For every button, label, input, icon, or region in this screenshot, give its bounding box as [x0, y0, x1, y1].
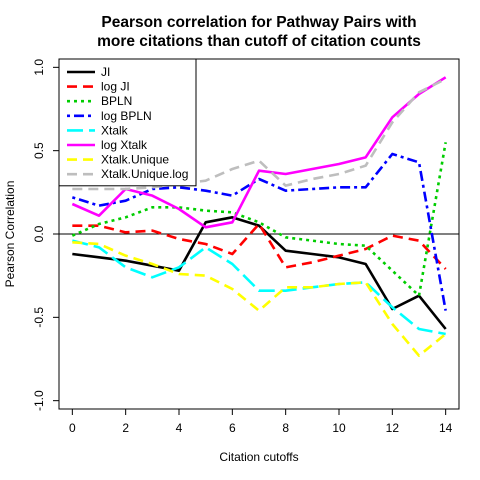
legend-label-ji: JI [101, 65, 110, 79]
legend-label-log-xtalk: log Xtalk [101, 138, 148, 152]
x-tick-label: 4 [176, 421, 183, 435]
series-line-bpln [71, 142, 447, 297]
x-tick-label: 10 [332, 421, 346, 435]
x-axis-label: Citation cutoffs [219, 450, 298, 464]
series-line-xtalk-unique-log [72, 77, 447, 191]
x-tick-label: 14 [439, 421, 453, 435]
y-tick-label: -1.0 [32, 390, 46, 411]
axes: 0 2 4 6 8 10 12 14 -1.0 -0.5 0.0 0.5 1.0 [32, 59, 459, 435]
x-tick-label: 12 [386, 421, 400, 435]
chart-title-line-1: Pearson correlation for Pathway Pairs wi… [101, 14, 416, 31]
series-line-ji [72, 216, 447, 330]
legend-box [58, 58, 197, 187]
x-tick-label: 0 [69, 421, 76, 435]
series-line-log-bpln [71, 152, 447, 311]
series-line-log-xtalk [71, 76, 447, 229]
chart-title: Pearson correlation for Pathway Pairs wi… [97, 14, 421, 50]
series-line-xtalk-unique [72, 241, 447, 357]
x-tick-label: 2 [122, 421, 129, 435]
series-lines [71, 76, 447, 357]
y-tick-label: 1.0 [32, 59, 46, 76]
chart-title-line-2: more citations than cutoff of citation c… [97, 33, 421, 50]
y-tick-label: 0.5 [32, 142, 46, 159]
y-tick-label: -0.5 [32, 307, 46, 328]
legend-label-xtalk: Xtalk [101, 123, 129, 137]
y-axis-label: Pearson Correlation [3, 181, 17, 288]
legend-label-log-ji: log JI [101, 80, 130, 94]
series-line-xtalk [72, 239, 446, 336]
x-tick-label: 8 [282, 421, 289, 435]
legend-label-bpln: BPLN [101, 94, 132, 108]
legend-label-xtalk-unique: Xtalk.Unique [101, 153, 169, 167]
legend-label-xtalk-unique-log: Xtalk.Unique.log [101, 167, 188, 181]
x-tick-label: 6 [229, 421, 236, 435]
y-tick-label: 0.0 [32, 225, 46, 242]
series-line-log-ji [72, 222, 447, 270]
legend-label-log-bpln: log BPLN [101, 109, 152, 123]
